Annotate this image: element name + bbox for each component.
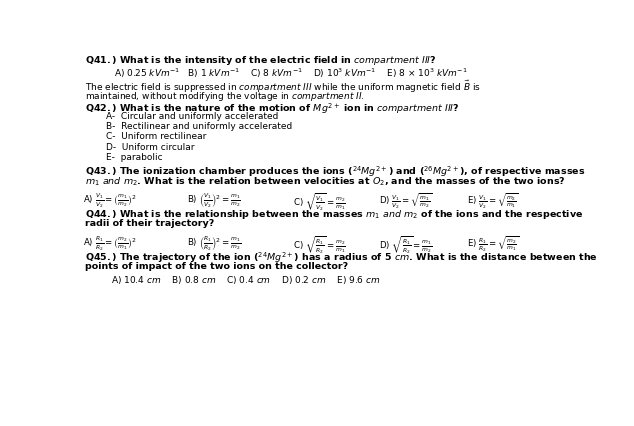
Text: The electric field is suppressed in $\mathit{compartment\ III}$ while the unifor: The electric field is suppressed in $\ma… (85, 79, 481, 95)
Text: B) $\left(\frac{V_1}{V_2}\right)^2 = \frac{m_1}{m_2}$: B) $\left(\frac{V_1}{V_2}\right)^2 = \fr… (188, 192, 242, 210)
Text: E) $\frac{R_1}{R_2} = \sqrt{\frac{m_2}{m_1}}$: E) $\frac{R_1}{R_2} = \sqrt{\frac{m_2}{m… (467, 234, 519, 254)
Text: C) $\sqrt{\frac{R_1}{R_2}} = \frac{m_2}{m_1}$: C) $\sqrt{\frac{R_1}{R_2}} = \frac{m_2}{… (293, 234, 346, 255)
Text: maintained, without modifying the voltage in $\mathit{compartment\ II}$.: maintained, without modifying the voltag… (85, 90, 365, 103)
Text: points of impact of the two ions on the collector?: points of impact of the two ions on the … (85, 262, 348, 271)
Text: E) $\frac{V_1}{V_2} = \sqrt{\frac{m_2}{m_1}}$: E) $\frac{V_1}{V_2} = \sqrt{\frac{m_2}{m… (467, 192, 519, 211)
Text: A) 0.25 $kVm^{-1}$   B) 1 $kVm^{-1}$    C) 8 $kVm^{-1}$    D) $10^3$ $kVm^{-1}$ : A) 0.25 $kVm^{-1}$ B) 1 $kVm^{-1}$ C) 8 … (113, 67, 467, 80)
Text: A) 10.4 $cm$    B) 0.8 $cm$    C) 0.4 $cm$    D) 0.2 $cm$    E) 9.6 $cm$: A) 10.4 $cm$ B) 0.8 $cm$ C) 0.4 $cm$ D) … (111, 274, 381, 286)
Text: $\mathbf{Q45.)}$ The trajectory of the ion ($^{24}Mg^{2+}$) has a radius of 5 $\: $\mathbf{Q45.)}$ The trajectory of the i… (85, 250, 598, 265)
Text: $\mathbf{Q43.)}$ The ionization chamber produces the ions ($^{24}Mg^{2+}$) and (: $\mathbf{Q43.)}$ The ionization chamber … (85, 164, 585, 178)
Text: $\mathbf{Q42.)}$ What is the nature of the motion of $Mg^{2+}$ ion in $\mathit{c: $\mathbf{Q42.)}$ What is the nature of t… (85, 101, 460, 115)
Text: B) $\left(\frac{R_1}{R_2}\right)^2 = \frac{m_1}{m_2}$: B) $\left(\frac{R_1}{R_2}\right)^2 = \fr… (188, 234, 242, 253)
Text: A) $\frac{R_1}{R_2} = \left(\frac{m_2}{m_1}\right)^2$: A) $\frac{R_1}{R_2} = \left(\frac{m_2}{m… (83, 234, 137, 253)
Text: $m_1$ $\mathbf{\mathit{and}}$ $m_2$. What is the relation between velocities at : $m_1$ $\mathbf{\mathit{and}}$ $m_2$. Wha… (85, 176, 566, 188)
Text: A-  Circular and uniformly accelerated: A- Circular and uniformly accelerated (107, 112, 279, 121)
Text: E-  parabolic: E- parabolic (107, 153, 163, 162)
Text: A) $\frac{V_1}{V_2} = \left(\frac{m_1}{m_2}\right)^2$: A) $\frac{V_1}{V_2} = \left(\frac{m_1}{m… (83, 192, 137, 210)
Text: D) $\frac{V_1}{V_2} = \sqrt{\frac{m_1}{m_2}}$: D) $\frac{V_1}{V_2} = \sqrt{\frac{m_1}{m… (379, 192, 432, 211)
Text: $\mathbf{Q44.)}$ What is the relationship between the masses $m_1$ $\mathbf{\mat: $\mathbf{Q44.)}$ What is the relationshi… (85, 208, 583, 221)
Text: C-  Uniform rectilinear: C- Uniform rectilinear (107, 132, 207, 141)
Text: D) $\sqrt{\frac{R_1}{R_2}} = \frac{m_1}{m_2}$: D) $\sqrt{\frac{R_1}{R_2}} = \frac{m_1}{… (379, 234, 432, 255)
Text: B-  Rectilinear and uniformly accelerated: B- Rectilinear and uniformly accelerated (107, 122, 292, 131)
Text: C) $\sqrt{\frac{V_1}{V_2}} = \frac{m_2}{m_1}$: C) $\sqrt{\frac{V_1}{V_2}} = \frac{m_2}{… (293, 192, 346, 212)
Text: radii of their trajectory?: radii of their trajectory? (85, 219, 214, 228)
Text: $\mathbf{Q41.)}$ What is the intensity of the electric field in $\mathit{compart: $\mathbf{Q41.)}$ What is the intensity o… (85, 55, 437, 67)
Text: D-  Uniform circular: D- Uniform circular (107, 143, 195, 152)
